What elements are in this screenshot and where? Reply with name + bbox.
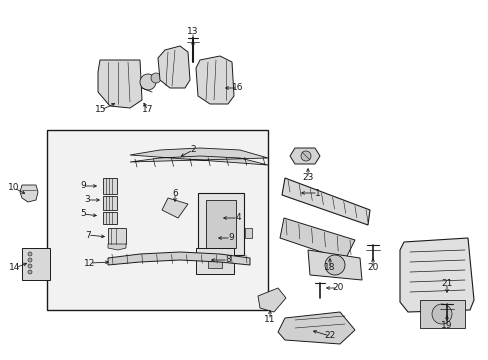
Text: 20: 20 [366, 264, 378, 273]
Text: 6: 6 [172, 189, 178, 198]
Circle shape [151, 73, 161, 83]
Text: 10: 10 [8, 184, 20, 193]
Text: 17: 17 [142, 105, 153, 114]
Text: 9: 9 [228, 234, 233, 243]
Text: 9: 9 [80, 181, 86, 190]
Text: 11: 11 [264, 315, 275, 324]
FancyBboxPatch shape [47, 130, 267, 310]
Text: 20: 20 [332, 284, 343, 292]
Polygon shape [162, 198, 187, 218]
FancyBboxPatch shape [244, 228, 251, 238]
Circle shape [28, 252, 32, 256]
Text: 4: 4 [235, 213, 240, 222]
Text: 7: 7 [85, 230, 91, 239]
Polygon shape [258, 288, 285, 312]
Polygon shape [108, 244, 126, 250]
Text: 12: 12 [84, 258, 96, 267]
Polygon shape [20, 185, 38, 202]
Polygon shape [130, 148, 267, 165]
Polygon shape [280, 218, 354, 260]
Text: 5: 5 [80, 210, 86, 219]
Text: 16: 16 [232, 84, 243, 93]
Circle shape [28, 264, 32, 268]
Polygon shape [399, 238, 473, 312]
Text: 18: 18 [324, 264, 335, 273]
Circle shape [28, 258, 32, 262]
Circle shape [28, 270, 32, 274]
Text: 19: 19 [440, 321, 452, 330]
Polygon shape [282, 178, 369, 225]
Circle shape [325, 255, 345, 275]
FancyBboxPatch shape [22, 248, 50, 280]
Text: 14: 14 [9, 264, 20, 273]
Text: 23: 23 [302, 174, 313, 183]
Polygon shape [307, 250, 361, 280]
Polygon shape [289, 148, 319, 164]
Polygon shape [196, 56, 234, 104]
FancyBboxPatch shape [108, 228, 126, 244]
Text: 8: 8 [224, 256, 230, 265]
FancyBboxPatch shape [103, 178, 117, 194]
FancyBboxPatch shape [419, 300, 464, 328]
FancyBboxPatch shape [207, 254, 222, 268]
Text: 15: 15 [95, 105, 106, 114]
Text: 1: 1 [314, 189, 320, 198]
Text: 21: 21 [440, 279, 452, 288]
FancyBboxPatch shape [196, 248, 234, 274]
Circle shape [431, 304, 451, 324]
Circle shape [301, 151, 310, 161]
Circle shape [140, 74, 156, 90]
Text: 22: 22 [324, 332, 335, 341]
FancyBboxPatch shape [205, 200, 236, 248]
FancyBboxPatch shape [198, 193, 244, 255]
Text: 13: 13 [187, 27, 198, 36]
FancyBboxPatch shape [103, 212, 117, 224]
Text: 2: 2 [190, 145, 195, 154]
Text: 3: 3 [84, 195, 90, 204]
Polygon shape [158, 46, 190, 88]
FancyBboxPatch shape [103, 196, 117, 210]
Polygon shape [98, 60, 142, 108]
Polygon shape [108, 252, 249, 265]
Polygon shape [278, 312, 354, 344]
